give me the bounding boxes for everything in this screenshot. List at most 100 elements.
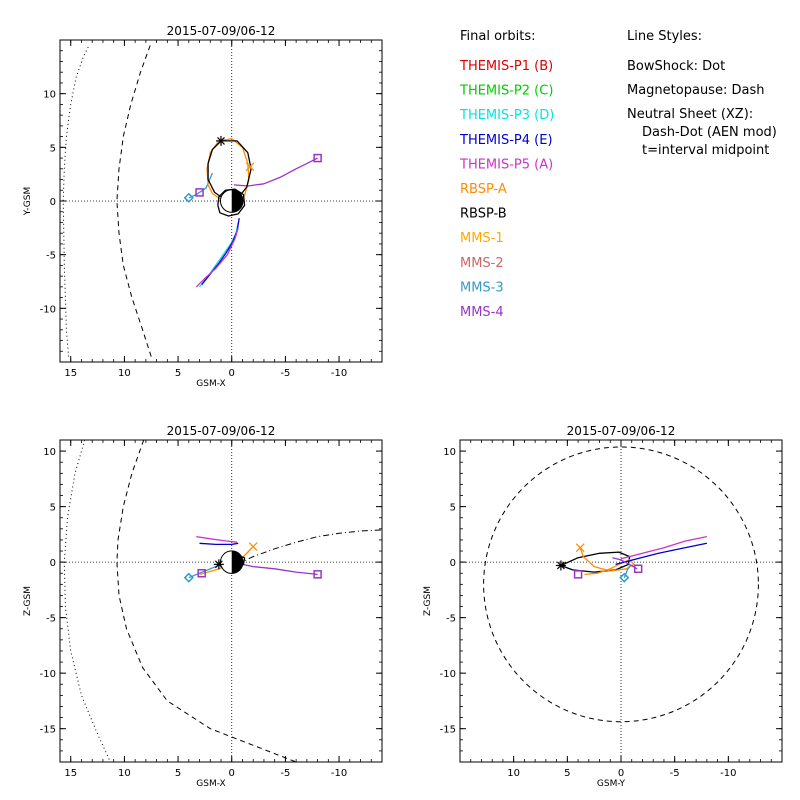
y-tick-label: 5 [450, 503, 456, 514]
y-tick-label: -15 [440, 725, 456, 736]
panel-yz: 2015-07-09/06-12 GSM-Y Z-GSM 10 5 0 -5 -10 10 5 0 -… [423, 424, 783, 789]
x-tick-label: 15 [64, 768, 77, 779]
x-tick-label: -5 [280, 768, 290, 779]
legend-entry: THEMIS-P4 (E) [459, 133, 553, 148]
series-neutral-sheet [236, 529, 382, 565]
diamond-marker [183, 572, 194, 583]
legend-entry: RBSP-B [460, 207, 507, 222]
legend-entry: MMS-1 [460, 231, 504, 246]
star-marker [213, 559, 224, 570]
plot-area [60, 40, 382, 362]
y-tick-label: -15 [40, 725, 56, 736]
y-tick-label: -5 [46, 614, 56, 625]
series-rbsp-a [579, 547, 635, 576]
earth-night-side [231, 189, 244, 213]
square-marker [195, 188, 204, 197]
legend-entry: THEMIS-P5 (A) [459, 157, 553, 172]
y-tick-label: -5 [46, 251, 56, 262]
line-style-entry: Magnetopause: Dash [627, 83, 764, 98]
x-tick-label: 0 [229, 368, 235, 379]
x-marker [248, 542, 258, 552]
series-bow-shock [63, 440, 111, 762]
y-tick-label: -10 [40, 304, 56, 315]
x-tick-label: 10 [118, 768, 131, 779]
square-marker [633, 564, 643, 574]
legend-entry: THEMIS-P2 (C) [459, 84, 553, 99]
panel-xy: 2015-07-09/06-12 GSM-X Y-GSM 15 10 5 0 -5 -10 -10… [23, 24, 383, 389]
star-marker [216, 135, 226, 146]
line-styles-legend: Line Styles: BowShock: Dot Magnetopause: D… [627, 29, 777, 158]
x-tick-label: -5 [280, 368, 290, 379]
plot-area [460, 440, 782, 762]
plot-title: 2015-07-09/06-12 [167, 24, 276, 38]
series-themis-p4 [199, 542, 239, 546]
y-tick-label: 10 [43, 447, 56, 458]
series-mms-4 [236, 562, 318, 576]
plot-title: 2015-07-09/06-12 [567, 424, 676, 438]
line-style-entry: Neutral Sheet (XZ): [627, 107, 753, 122]
legend-entry: MMS-4 [460, 305, 504, 320]
square-marker [573, 570, 583, 579]
series-themis-p5 [620, 535, 708, 560]
x-tick-label: 5 [175, 368, 181, 379]
plot-title: 2015-07-09/06-12 [167, 424, 276, 438]
x-tick-label: -10 [331, 768, 347, 779]
legend-entry: THEMIS-P1 (B) [459, 59, 553, 74]
y-tick-label: 5 [50, 503, 56, 514]
line-style-entry: t=interval midpoint [642, 143, 769, 158]
series-themis-p5 [196, 535, 238, 543]
y-tick-label: 10 [443, 447, 456, 458]
x-tick-label: 0 [229, 768, 235, 779]
series-magnetopause [116, 45, 152, 357]
square-marker [313, 153, 322, 163]
legend-entry: THEMIS-P3 (D) [459, 108, 554, 123]
plot-frame [59, 439, 383, 763]
y-tick-label: 5 [50, 143, 56, 154]
series-bow-shock [62, 45, 90, 357]
legend-entry: MMS-2 [460, 256, 504, 271]
x-tick-label: 0 [618, 768, 624, 779]
x-marker [575, 543, 585, 553]
y-tick-label: 0 [50, 197, 56, 208]
x-axis-label: GSM-X [196, 779, 225, 789]
y-axis-label: Y-GSM [23, 187, 33, 216]
y-tick-label: 0 [50, 558, 56, 569]
series-themis-p4 [615, 542, 708, 566]
line-styles-title: Line Styles: [627, 29, 702, 44]
x-tick-label: -5 [670, 768, 680, 779]
y-axis-label: Z-GSM [423, 586, 433, 616]
x-tick-label: 10 [118, 368, 131, 379]
series-themis-p5 [195, 227, 239, 288]
x-axis-label: GSM-X [196, 379, 225, 389]
panel-xz: 2015-07-09/06-12 GSM-X Z-GSM 15 10 5 0 -5 -10 10 5… [23, 424, 383, 789]
y-tick-label: -10 [440, 669, 456, 680]
series-magnetopause [116, 440, 297, 762]
series-mms-4 [612, 557, 638, 570]
x-tick-label: 15 [64, 368, 77, 379]
legend: Final orbits: THEMIS-P1 (B) THEMIS-P2 (C) T… [459, 29, 554, 320]
square-marker [313, 570, 322, 579]
line-style-entry: BowShock: Dot [627, 59, 725, 74]
diamond-marker [183, 192, 194, 203]
x-tick-label: -10 [720, 768, 736, 779]
plot-area [60, 440, 382, 762]
x-marker [245, 162, 255, 172]
legend-title: Final orbits: [460, 29, 536, 44]
square-marker [197, 568, 206, 578]
y-tick-label: 10 [43, 90, 56, 101]
series-themis-p4 [201, 218, 240, 286]
series-magnetopause [483, 446, 759, 723]
legend-entry: RBSP-A [460, 182, 507, 197]
x-tick-label: 10 [507, 768, 520, 779]
x-tick-label: 5 [564, 768, 570, 779]
y-tick-label: -10 [40, 669, 56, 680]
x-tick-label: -10 [331, 368, 347, 379]
y-tick-label: -5 [446, 614, 456, 625]
earth-night-side [231, 550, 244, 574]
x-axis-label: GSM-Y [597, 779, 626, 789]
x-tick-label: 5 [175, 768, 181, 779]
y-tick-label: 0 [450, 558, 456, 569]
line-style-entry: Dash-Dot (AEN mod) [642, 125, 777, 140]
legend-entry: MMS-3 [460, 280, 504, 295]
